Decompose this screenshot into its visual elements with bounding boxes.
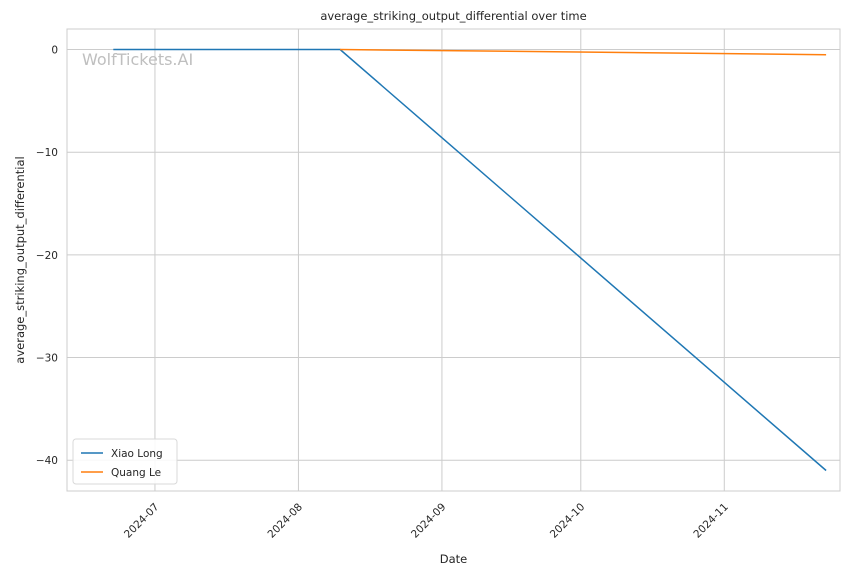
x-tick-label: 2024-10 xyxy=(548,501,588,541)
grid xyxy=(67,29,840,491)
y-tick-label: −30 xyxy=(36,353,58,365)
x-tick-labels: 2024-07 2024-08 2024-09 2024-10 2024-11 xyxy=(122,501,731,541)
x-tick-label: 2024-07 xyxy=(122,501,162,541)
y-tick-label: −10 xyxy=(36,147,58,159)
y-tick-labels: 0 −10 −20 −30 −40 xyxy=(36,45,58,468)
legend-label: Quang Le xyxy=(111,467,161,479)
series-line-0 xyxy=(113,48,827,472)
y-axis-label: average_striking_output_differential xyxy=(13,156,27,363)
y-tick-label: −40 xyxy=(36,455,58,467)
y-tick-label: −20 xyxy=(36,250,58,262)
legend: Xiao Long Quang Le xyxy=(72,438,178,485)
legend-label: Xiao Long xyxy=(111,448,163,460)
x-tick-label: 2024-11 xyxy=(691,501,731,541)
series-lines xyxy=(113,48,827,472)
y-tick-label: 0 xyxy=(51,45,58,57)
x-axis-label: Date xyxy=(440,552,468,566)
series-line-1 xyxy=(340,48,827,56)
watermark: WolfTickets.AI xyxy=(82,50,193,69)
chart-title: average_striking_output_differential ove… xyxy=(320,9,586,23)
x-tick-label: 2024-08 xyxy=(266,501,306,541)
x-tick-label: 2024-09 xyxy=(409,501,449,541)
plot-frame xyxy=(66,28,841,492)
